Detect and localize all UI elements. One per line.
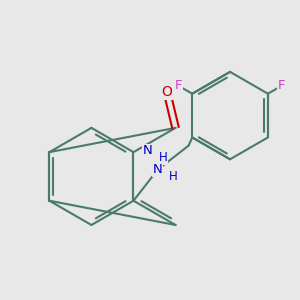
Text: H: H xyxy=(158,152,167,164)
Text: F: F xyxy=(278,80,285,92)
Text: H: H xyxy=(169,170,178,183)
Text: N: N xyxy=(143,144,153,157)
Text: F: F xyxy=(175,80,182,92)
Text: O: O xyxy=(161,85,172,99)
Text: N: N xyxy=(153,163,163,176)
